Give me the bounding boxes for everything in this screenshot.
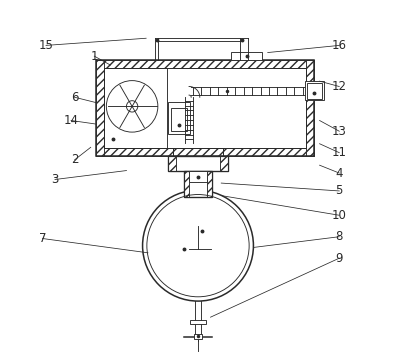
Text: 5: 5	[335, 185, 343, 197]
Bar	[168, 102, 190, 134]
Bar	[168, 156, 228, 171]
Bar	[305, 81, 324, 101]
Bar	[104, 67, 307, 148]
Bar	[184, 171, 212, 197]
Bar	[184, 171, 212, 197]
Bar	[231, 52, 262, 60]
Text: 8: 8	[335, 230, 343, 243]
Bar	[220, 156, 228, 171]
Bar	[173, 148, 223, 156]
Bar	[189, 171, 207, 182]
Text: 9: 9	[335, 252, 343, 265]
Circle shape	[143, 190, 253, 301]
Bar	[96, 60, 314, 67]
Bar	[307, 83, 322, 99]
Bar	[184, 171, 189, 197]
Text: 1: 1	[91, 50, 98, 62]
Bar	[194, 334, 202, 339]
Bar	[96, 148, 314, 156]
Bar	[168, 156, 228, 171]
Text: 4: 4	[335, 167, 343, 180]
Text: 10: 10	[332, 209, 346, 222]
Text: 15: 15	[38, 39, 53, 52]
Bar	[168, 156, 176, 171]
Bar	[96, 60, 314, 156]
Bar	[96, 60, 104, 156]
Text: 3: 3	[51, 173, 59, 186]
Bar	[104, 67, 167, 148]
Text: 11: 11	[332, 146, 347, 159]
Text: 6: 6	[71, 91, 78, 104]
Bar	[173, 148, 223, 156]
Text: 14: 14	[63, 114, 78, 127]
Bar	[207, 171, 212, 197]
Bar	[171, 108, 187, 131]
Text: 7: 7	[39, 232, 46, 245]
Bar	[307, 60, 314, 156]
Text: 16: 16	[332, 39, 347, 52]
Text: 12: 12	[332, 80, 347, 93]
Text: 13: 13	[332, 125, 346, 138]
Text: 2: 2	[71, 153, 78, 166]
Bar	[190, 320, 206, 324]
